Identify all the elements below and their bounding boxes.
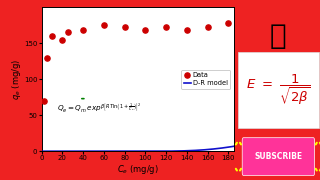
- X-axis label: $C_e$ (mg/g): $C_e$ (mg/g): [117, 163, 158, 176]
- D-R model: [133, 150, 137, 152]
- Data: [101, 24, 107, 27]
- Text: $Q_e = Q_m\,exp^{\beta\left[RT\ln\!\left(1+\frac{1}{C_e}\right)\right]^2}$: $Q_e = Q_m\,exp^{\beta\left[RT\ln\!\left…: [57, 101, 141, 115]
- Data: [41, 99, 46, 102]
- Data: [226, 22, 231, 24]
- Data: [65, 31, 70, 34]
- Text: $E\ =\ \dfrac{1}{\sqrt{2\beta}}$: $E\ =\ \dfrac{1}{\sqrt{2\beta}}$: [246, 73, 311, 107]
- Data: [49, 35, 54, 37]
- Data: [205, 26, 210, 29]
- D-R model: [226, 146, 230, 148]
- Data: [184, 29, 189, 32]
- Line: D-R model: D-R model: [42, 146, 234, 151]
- Data: [60, 38, 65, 41]
- Data: [143, 29, 148, 32]
- D-R model: [50, 150, 53, 152]
- D-R model: [191, 149, 195, 152]
- Data: [81, 29, 86, 32]
- D-R model: [40, 150, 44, 152]
- Data: [122, 26, 127, 29]
- Text: 🔥: 🔥: [270, 22, 287, 50]
- Data: [164, 26, 169, 29]
- Y-axis label: $q_e$ (mg/g): $q_e$ (mg/g): [10, 58, 22, 100]
- Data: [44, 56, 49, 59]
- FancyBboxPatch shape: [242, 138, 315, 176]
- Text: SUBSCRIBE: SUBSCRIBE: [254, 152, 302, 161]
- Legend: Data, D-R model: Data, D-R model: [181, 69, 230, 89]
- D-R model: [128, 150, 132, 152]
- FancyBboxPatch shape: [238, 52, 319, 128]
- D-R model: [232, 145, 236, 147]
- D-R model: [226, 146, 230, 148]
